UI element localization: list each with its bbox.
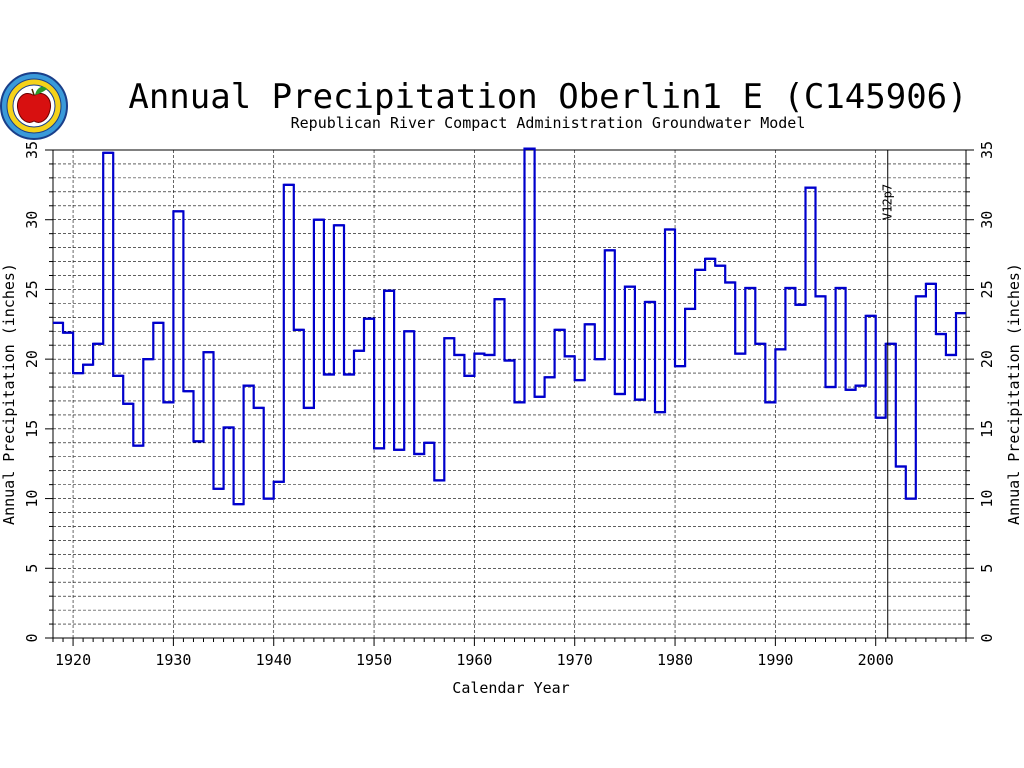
y-tick-labels-left: 0 5 10 15 20 25 30 35 bbox=[23, 141, 41, 643]
y-tick-label-left: 15 bbox=[23, 420, 41, 438]
x-tick-label: 1920 bbox=[55, 651, 91, 669]
series-step-line bbox=[53, 147, 966, 506]
y-tick-label-right: 0 bbox=[978, 633, 996, 642]
logo-seal bbox=[0, 72, 68, 140]
y-axis-label-right: Annual Precipitation (inches) bbox=[1005, 263, 1023, 525]
chart-subtitle: Republican River Compact Administration … bbox=[291, 114, 806, 132]
leaf-icon bbox=[35, 86, 47, 95]
x-tick-label: 1930 bbox=[155, 651, 191, 669]
version-marker-label: V12p7 bbox=[881, 184, 895, 220]
y-tick-label-right: 5 bbox=[978, 564, 996, 573]
x-tick-label: 1980 bbox=[657, 651, 693, 669]
x-tick-label: 1990 bbox=[757, 651, 793, 669]
plot-frame bbox=[52, 149, 967, 639]
apple-icon bbox=[16, 93, 52, 123]
x-tick-label: 1970 bbox=[557, 651, 593, 669]
y-tick-label-left: 35 bbox=[23, 141, 41, 159]
y-tick-label-left: 25 bbox=[23, 280, 41, 298]
y-tick-label-right: 20 bbox=[978, 350, 996, 368]
grid bbox=[53, 150, 966, 638]
axes bbox=[45, 149, 974, 646]
y-tick-label-left: 10 bbox=[23, 490, 41, 508]
x-tick-label: 2000 bbox=[858, 651, 894, 669]
y-tick-label-left: 20 bbox=[23, 350, 41, 368]
chart-title: Annual Precipitation Oberlin1 E (C145906… bbox=[128, 77, 967, 117]
x-tick-label: 1960 bbox=[456, 651, 492, 669]
version-marker: V12p7 bbox=[881, 150, 895, 638]
x-tick-label: 1950 bbox=[356, 651, 392, 669]
precipitation-series bbox=[53, 147, 966, 506]
y-tick-label-right: 15 bbox=[978, 420, 996, 438]
x-axis-label: Calendar Year bbox=[452, 679, 569, 697]
y-tick-label-left: 30 bbox=[23, 211, 41, 229]
x-tick-label: 1940 bbox=[256, 651, 292, 669]
y-tick-label-left: 5 bbox=[23, 564, 41, 573]
y-tick-label-right: 35 bbox=[978, 141, 996, 159]
y-tick-label-right: 30 bbox=[978, 211, 996, 229]
y-tick-label-right: 10 bbox=[978, 490, 996, 508]
x-tick-labels: 1920 1930 1940 1950 1960 1970 1980 1990 2000 bbox=[55, 651, 894, 669]
y-tick-labels-right: 0 5 10 15 20 25 30 35 bbox=[978, 141, 996, 643]
y-tick-label-left: 0 bbox=[23, 633, 41, 642]
y-tick-label-right: 25 bbox=[978, 280, 996, 298]
y-axis-label-left: Annual Precipitation (inches) bbox=[0, 263, 18, 525]
